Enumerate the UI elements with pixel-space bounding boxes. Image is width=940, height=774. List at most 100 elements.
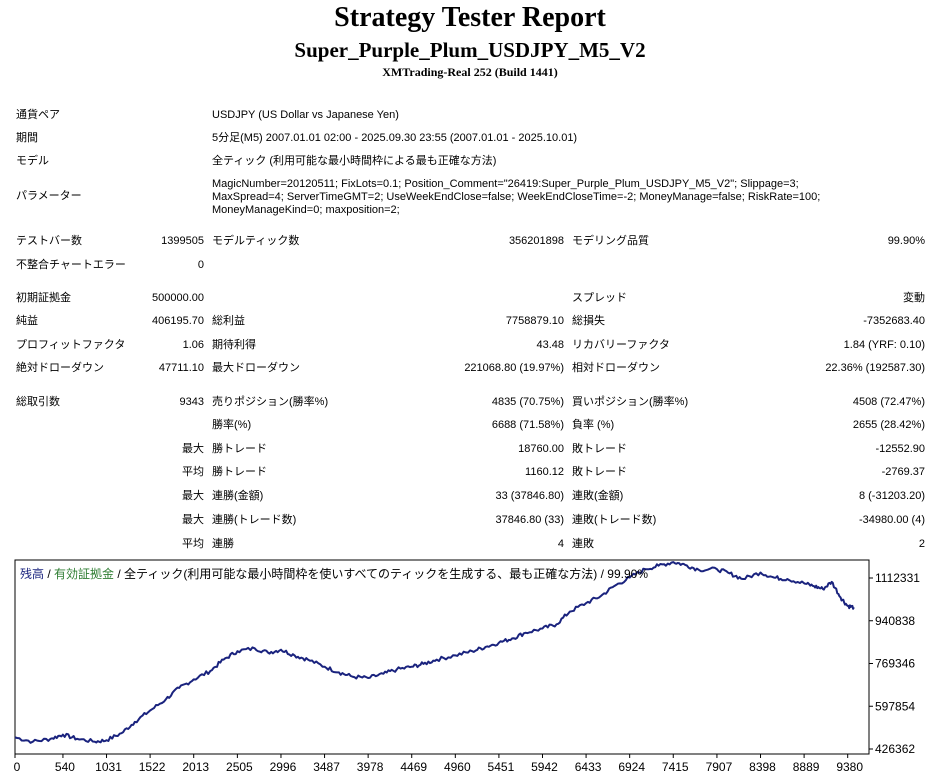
strategy-name: Super_Purple_Plum_USDJPY_M5_V2 xyxy=(294,38,646,62)
ticks-value: 356201898 xyxy=(508,235,564,247)
lossrate-label: 負率 (%) xyxy=(572,419,615,431)
x-tick-label: 2996 xyxy=(270,760,297,774)
expected-label: 期待利得 xyxy=(212,339,256,351)
largest-loss-value: -12552.90 xyxy=(875,443,925,455)
recovery-label: リカバリーファクタ xyxy=(572,339,670,351)
stats-row-average: 平均 勝トレード 1160.12 敗トレード -2769.37 xyxy=(0,465,940,487)
average-loss-label: 敗トレード xyxy=(572,466,627,478)
lossrate-value: 2655 (28.42%) xyxy=(852,419,925,431)
absdd-label: 絶対ドローダウン xyxy=(16,362,104,374)
recovery-value: 1.84 (YRF: 0.10) xyxy=(843,339,925,351)
long-label: 買いポジション(勝率%) xyxy=(572,396,689,408)
info-row-model: モデル 全ティック (利用可能な最小時間枠による最も正確な方法) xyxy=(0,154,940,176)
consec-win-money-value: 33 (37846.80) xyxy=(495,490,565,502)
consec-money-max-label: 最大 xyxy=(182,490,204,502)
pf-label: プロフィットファクタ xyxy=(16,339,126,351)
x-tick-label: 4469 xyxy=(400,760,427,774)
stats-row-winrate: 勝率(%) 6688 (71.58%) 負率 (%) 2655 (28.42%) xyxy=(0,418,940,440)
x-tick-label: 3978 xyxy=(357,760,384,774)
params-line-3: MoneyManageKind=0; maxposition=2; xyxy=(212,204,400,216)
bars-value: 1399505 xyxy=(161,235,204,247)
y-tick-label: 1112331 xyxy=(875,571,920,585)
build-info: XMTrading-Real 252 (Build 1441) xyxy=(382,65,558,79)
balance-line xyxy=(14,561,855,744)
x-tick-label: 7907 xyxy=(706,760,733,774)
largest-win-value: 18760.00 xyxy=(518,443,564,455)
consec-loss-trades-value: -34980.00 (4) xyxy=(858,514,925,526)
consec-win-trades-label: 連勝(トレード数) xyxy=(212,514,297,526)
x-axis: 0 540 1031 1522 2013 2505 2996 3487 3978 4469 4960… xyxy=(14,754,863,774)
grossloss-label: 総損失 xyxy=(572,315,605,327)
info-row-pair: 通貨ペア USDJPY (US Dollar vs Japanese Yen) xyxy=(0,108,940,130)
spread-value: 変動 xyxy=(903,292,925,304)
winrate-label: 勝率(%) xyxy=(212,419,252,431)
x-tick-label: 8398 xyxy=(749,760,776,774)
largest-win-label: 勝トレード xyxy=(212,443,267,455)
consec-loss-trades-label: 連敗(トレード数) xyxy=(572,514,657,526)
long-value: 4508 (72.47%) xyxy=(852,396,925,408)
netprofit-value: 406195.70 xyxy=(152,315,204,327)
params-line-1: MagicNumber=20120511; FixLots=0.1; Posit… xyxy=(212,178,799,190)
short-value: 4835 (70.75%) xyxy=(491,396,564,408)
report-title: Strategy Tester Report xyxy=(334,2,606,33)
spread-label: スプレッド xyxy=(572,292,627,304)
balance-chart: 1112331 940838 769346 597854 426362 0 540 1031… xyxy=(14,559,920,774)
winrate-value: 6688 (71.58%) xyxy=(491,419,564,431)
expected-value: 43.48 xyxy=(536,339,564,351)
stats-row-consec-money: 最大 連勝(金額) 33 (37846.80) 連敗(金額) 8 (-31203… xyxy=(0,489,940,511)
trades-value: 9343 xyxy=(179,396,204,408)
netprofit-label: 純益 xyxy=(16,315,38,327)
pair-value: USDJPY (US Dollar vs Japanese Yen) xyxy=(212,109,399,121)
x-tick-label: 2505 xyxy=(226,760,253,774)
params-line-2: MaxSpread=4; ServerTimeGMT=2; UseWeekEnd… xyxy=(212,191,821,203)
stats-row-avg-consec: 平均 連勝 4 連敗 2 xyxy=(0,537,940,559)
stats-row-mismatch: 不整合チャートエラー 0 xyxy=(0,258,940,280)
reldd-value: 22.36% (192587.30) xyxy=(825,362,925,374)
period-value: 5分足(M5) 2007.01.01 02:00 - 2025.09.30 23… xyxy=(212,132,578,144)
pf-value: 1.06 xyxy=(182,339,204,351)
stats-row-largest: 最大 勝トレード 18760.00 敗トレード -12552.90 xyxy=(0,442,940,464)
stats-row-drawdown: 絶対ドローダウン 47711.10 最大ドローダウン 221068.80 (19… xyxy=(0,361,940,383)
stats-row-bars: テストバー数 1399505 モデルティック数 356201898 モデリング品… xyxy=(0,234,940,256)
params-label: パラメーター xyxy=(16,190,82,202)
y-axis: 1112331 940838 769346 597854 426362 xyxy=(869,571,920,756)
stats-row-deposit: 初期証拠金 500000.00 スプレッド 変動 xyxy=(0,291,940,313)
mismatch-label: 不整合チャートエラー xyxy=(16,259,126,271)
x-tick-label: 9380 xyxy=(836,760,863,774)
avg-consec-win-label: 連勝 xyxy=(212,538,234,550)
avg-consec-loss-value: 2 xyxy=(918,538,925,550)
x-tick-label: 8889 xyxy=(793,760,820,774)
reldd-label: 相対ドローダウン xyxy=(572,362,660,374)
stats-row-profit: 純益 406195.70 総利益 7758879.10 総損失 -7352683… xyxy=(0,314,940,336)
maxdd-value: 221068.80 (19.97%) xyxy=(464,362,564,374)
model-label: モデル xyxy=(16,155,49,167)
consec-win-money-label: 連勝(金額) xyxy=(212,490,264,502)
x-tick-label: 3487 xyxy=(313,760,340,774)
avg-consec-label: 平均 xyxy=(182,538,204,550)
grossloss-value: -7352683.40 xyxy=(863,315,925,327)
grossprofit-value: 7758879.10 xyxy=(505,315,564,327)
consec-win-trades-value: 37846.80 (33) xyxy=(495,514,565,526)
legend-separator: / xyxy=(44,567,55,581)
x-tick-label: 5451 xyxy=(488,760,515,774)
model-value: 全ティック (利用可能な最小時間枠による最も正確な方法) xyxy=(212,155,497,167)
legend-equity: 有効証拠金 xyxy=(54,567,115,581)
x-tick-label: 6433 xyxy=(575,760,602,774)
x-tick-label: 2013 xyxy=(182,760,209,774)
trades-label: 総取引数 xyxy=(16,396,60,408)
info-row-params: パラメーター MagicNumber=20120511; FixLots=0.1… xyxy=(0,177,940,221)
x-tick-label: 6924 xyxy=(618,760,645,774)
y-tick-label: 940838 xyxy=(875,614,915,628)
y-tick-label: 597854 xyxy=(875,699,915,713)
grossprofit-label: 総利益 xyxy=(212,315,245,327)
average-label: 平均 xyxy=(182,466,204,478)
x-tick-label: 540 xyxy=(55,760,75,774)
quality-value: 99.90% xyxy=(887,235,925,247)
largest-label: 最大 xyxy=(182,443,204,455)
series-layer xyxy=(14,561,855,744)
legend-description: / 全ティック(利用可能な最小時間枠を使いすべてのティックを生成する、最も正確な… xyxy=(114,567,648,581)
info-row-period: 期間 5分足(M5) 2007.01.01 02:00 - 2025.09.30… xyxy=(0,131,940,153)
pair-label: 通貨ペア xyxy=(16,109,60,121)
chart-legend: 残高 / 有効証拠金 / 全ティック(利用可能な最小時間枠を使いすべてのティック… xyxy=(20,565,648,582)
short-label: 売りポジション(勝率%) xyxy=(212,396,329,408)
